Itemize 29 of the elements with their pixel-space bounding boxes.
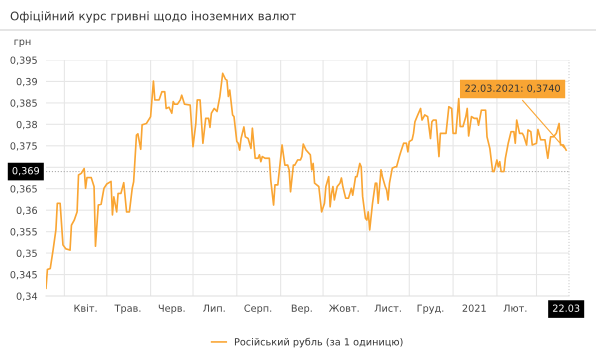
x-tick-label: Черв. [158,304,185,314]
x-tick-label: Квіт. [74,304,97,312]
y-tick-label: 0,36 [16,206,38,216]
x-tick-label: Лип. [203,304,225,312]
x-tick-label: 2021 [462,304,486,312]
x-tick-label: Груд. [418,304,444,314]
x-tick-label: 22.03 [552,304,580,312]
x-tick-label: Вер. [292,304,312,314]
x-tick-label: Лют. [504,304,526,312]
annotation: 22.03.2021: 0,3740 [465,84,560,93]
y-tick-label: 0,395 [10,56,37,65]
legend-label: Російський рубль (за 1 одиницю) [234,338,403,348]
x-tick-label: Трав. [114,304,140,314]
y-tick-label: 0,345 [10,271,37,280]
y-tick-label: 0,385 [10,99,37,108]
x-tick-label: Серп. [244,304,272,314]
y-tick-label: 0,355 [10,228,37,236]
y-tick-label: 0,38 [16,120,37,130]
line-series [46,72,568,290]
y-tick-label: 0,35 [16,250,37,258]
y-tick-label: 0,34 [16,292,38,301]
ref-line-label: 0,369 [12,167,40,176]
y-tick-label: 0,375 [10,142,37,151]
y-tick-label: 0,365 [10,185,37,194]
x-tick-label: Жовт. [328,304,359,312]
x-tick-label: Лист. [374,304,401,312]
chart-title: Офіційний курс гривні щодо іноземних валют [10,11,296,23]
y-axis-title: грн [14,40,30,48]
y-tick-label: 0,39 [16,78,37,86]
